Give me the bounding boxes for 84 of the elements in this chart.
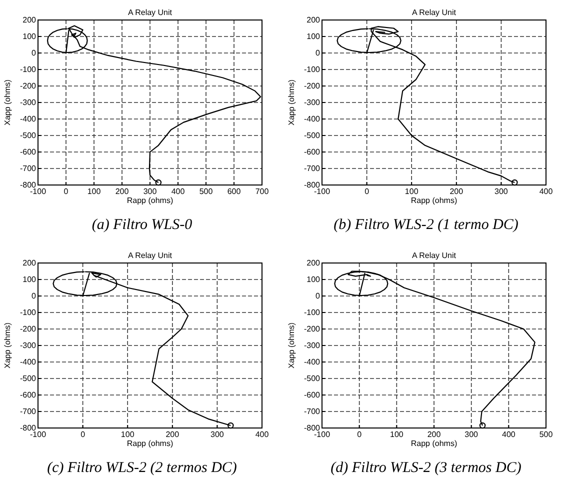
x-tick-label: 0 (357, 430, 362, 439)
y-tick-label: -600 (20, 390, 37, 400)
y-tick-label: -100 (304, 65, 321, 74)
y-tick-label: -300 (20, 341, 37, 350)
y-tick-label: 200 (22, 258, 37, 268)
x-tick-label: 400 (171, 187, 186, 196)
y-tick-label: -700 (304, 407, 321, 416)
y-tick-label: -400 (20, 358, 37, 367)
y-tick-label: -300 (304, 98, 321, 108)
y-tick-label: -400 (20, 114, 37, 124)
y-tick-label: -800 (304, 180, 321, 190)
y-tick-label: -500 (304, 374, 321, 384)
y-tick-label: -500 (20, 374, 37, 384)
chart-title: A Relay Unit (412, 8, 457, 17)
x-tick-label: 300 (494, 187, 508, 196)
x-tick-label: 300 (210, 430, 224, 439)
y-tick-label: 200 (22, 16, 37, 25)
x-tick-label: 300 (464, 430, 479, 439)
y-tick-label: 0 (316, 48, 321, 58)
x-tick-label: 200 (166, 430, 180, 439)
x-tick-label: 100 (390, 430, 404, 439)
x-tick-label: 500 (539, 430, 554, 439)
x-tick-label: 100 (120, 430, 135, 439)
y-tick-label: 200 (306, 16, 321, 25)
y-axis-title: Xapp (ohms) (287, 79, 296, 126)
x-tick-label: 0 (80, 430, 86, 439)
y-axis-title: Xapp (ohms) (287, 322, 296, 368)
x-tick-label: 600 (227, 187, 242, 196)
x-tick-label: 400 (539, 187, 554, 196)
y-tick-label: -800 (304, 424, 321, 433)
chart-title: A Relay Unit (412, 251, 457, 260)
y-tick-label: -100 (304, 308, 321, 318)
x-axis-title: Rapp (ohms) (410, 439, 458, 448)
y-tick-label: 100 (306, 32, 321, 42)
y-tick-label: -400 (304, 358, 321, 367)
x-tick-label: 0 (364, 187, 370, 196)
y-tick-label: 100 (22, 32, 37, 42)
y-tick-label: -100 (20, 308, 37, 318)
x-tick-label: 200 (427, 430, 442, 439)
x-tick-label: 100 (87, 187, 102, 196)
y-tick-label: -200 (304, 82, 321, 91)
x-tick-label: 100 (404, 187, 419, 196)
chart-title: A Relay Unit (128, 8, 173, 17)
y-axis-title: Xapp (ohms) (3, 322, 12, 368)
text: (d) Filtro WLS-2 (3 termos DC) (330, 460, 522, 476)
y-tick-label: -600 (304, 148, 321, 157)
y-tick-label: -400 (304, 114, 321, 124)
y-tick-label: -200 (20, 82, 37, 91)
y-tick-label: 0 (32, 292, 37, 301)
x-tick-label: 0 (64, 187, 69, 196)
x-tick-label: 200 (115, 187, 130, 196)
y-tick-label: -800 (20, 180, 37, 190)
y-tick-label: -600 (304, 390, 321, 400)
y-tick-label: -200 (304, 324, 321, 334)
y-tick-label: -700 (20, 164, 37, 174)
text: (c) Filtro WLS-2 (2 termos DC) (47, 460, 237, 476)
y-tick-label: 100 (306, 275, 321, 284)
y-axis-title: Xapp (ohms) (3, 79, 12, 126)
y-tick-label: -700 (20, 407, 37, 416)
x-axis-title: Rapp (ohms) (126, 439, 174, 448)
y-tick-label: 100 (22, 275, 37, 284)
y-tick-label: -200 (20, 324, 37, 334)
x-tick-label: 300 (143, 187, 158, 196)
y-tick-label: 0 (32, 48, 37, 58)
y-tick-label: -500 (20, 131, 37, 140)
y-tick-label: -500 (304, 131, 321, 140)
x-tick-label: 500 (199, 187, 214, 196)
x-axis-title: Rapp (ohms) (410, 196, 458, 205)
x-axis-title: Rapp (ohms) (126, 196, 174, 205)
y-tick-label: -700 (304, 164, 321, 174)
chart-title: A Relay Unit (128, 251, 173, 260)
text: (a) Filtro WLS-0 (92, 217, 193, 233)
y-tick-label: 0 (316, 292, 321, 301)
x-tick-label: 400 (255, 430, 270, 439)
y-tick-label: -100 (20, 65, 37, 74)
y-tick-label: -300 (304, 341, 321, 350)
x-tick-label: 200 (450, 187, 464, 196)
text: (b) Filtro WLS-2 (1 termo DC) (334, 217, 518, 233)
y-tick-label: -300 (20, 98, 37, 108)
x-tick-label: 700 (255, 187, 270, 196)
y-tick-label: 200 (306, 258, 321, 268)
x-tick-label: 400 (502, 430, 516, 439)
y-tick-label: -800 (20, 424, 37, 433)
y-tick-label: -600 (20, 148, 37, 157)
